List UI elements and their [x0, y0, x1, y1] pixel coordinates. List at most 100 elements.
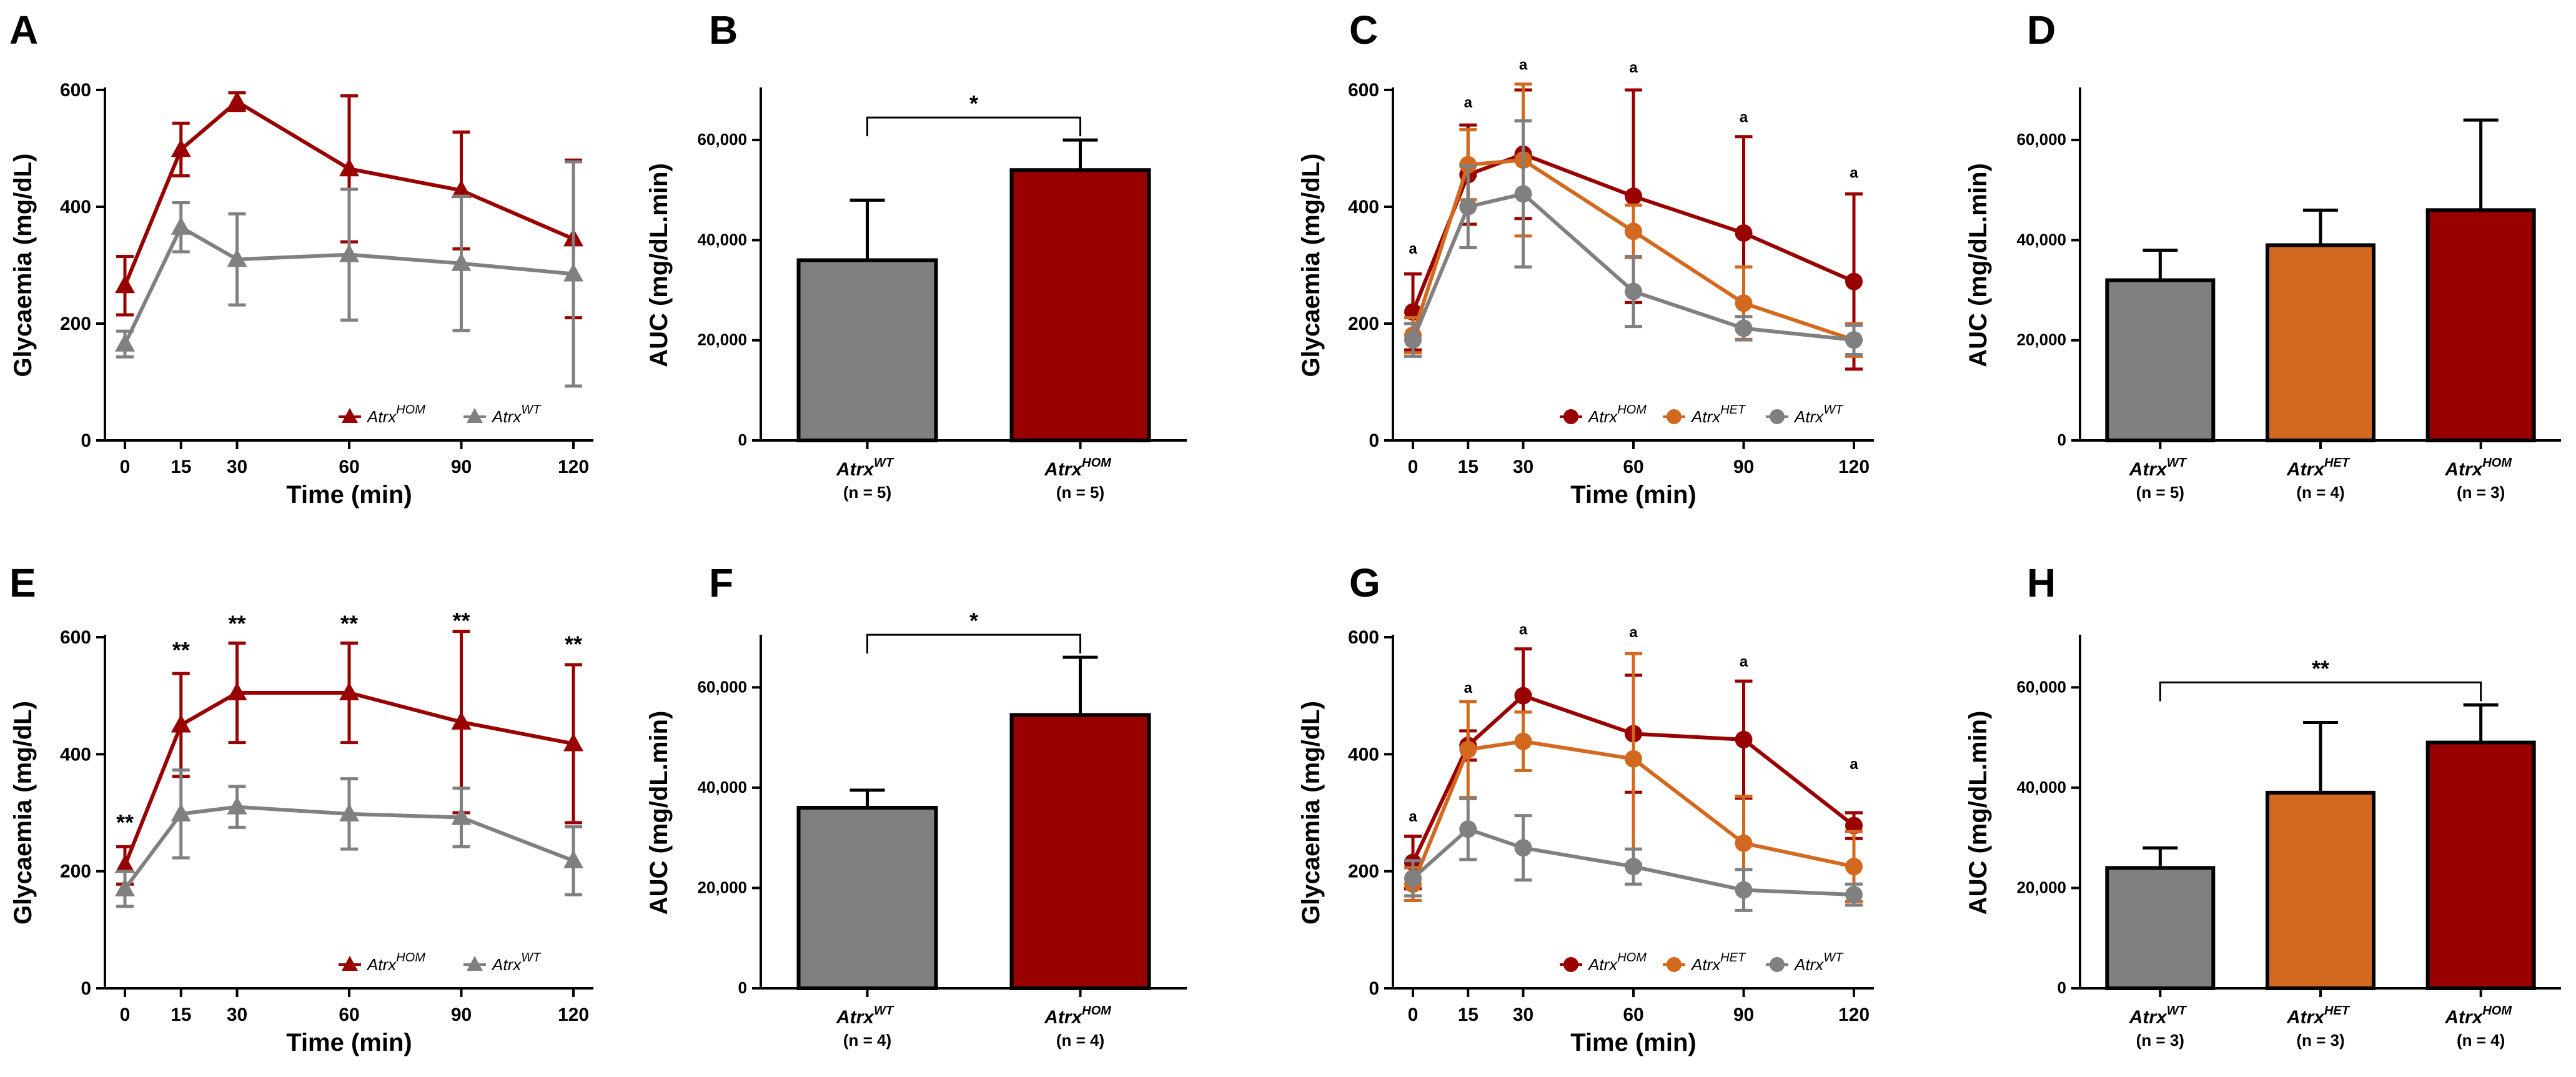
data-point [563, 263, 583, 282]
series-line [123, 805, 575, 890]
series-line [1411, 158, 1855, 342]
significance-label: a [1850, 164, 1858, 181]
x-tick-label: 120 [1838, 457, 1870, 477]
category-label-sup: WT [2167, 1004, 2187, 1018]
data-point [563, 733, 583, 752]
y-axis-label: Glycaemia (mg/dL) [1297, 701, 1325, 925]
category-label: AtrxWT [836, 456, 894, 480]
y-tick-label: 40,000 [2016, 778, 2066, 797]
series-wt [115, 160, 583, 388]
category-n: (n = 5) [843, 483, 891, 502]
category-label-base: Atrx [2286, 1007, 2325, 1028]
significance-label: a [1519, 56, 1528, 73]
category-n: (n = 4) [843, 1031, 891, 1050]
x-tick-label: 15 [1458, 457, 1479, 477]
category-label-sup: WT [874, 1004, 894, 1018]
x-tick-label: 15 [171, 457, 191, 477]
data-point [451, 711, 472, 730]
data-point [1625, 187, 1642, 206]
data-point [115, 855, 135, 873]
legend-label: AtrxHOM [366, 951, 425, 974]
x-tick-label: 0 [1408, 1005, 1419, 1025]
y-tick-label: 60,000 [2016, 130, 2066, 149]
category-n: (n = 3) [2296, 1031, 2344, 1050]
category-label: AtrxHET [2286, 456, 2351, 480]
legend-label-sup: WT [1823, 951, 1844, 965]
legend-marker [1667, 957, 1682, 972]
x-tick-label: 90 [1733, 457, 1754, 477]
legend-label-sup: HOM [396, 403, 425, 417]
data-point [1735, 881, 1753, 899]
y-tick-label: 0 [2058, 430, 2066, 449]
significance-label: a [1409, 241, 1417, 257]
category-n: (n = 5) [2136, 483, 2184, 502]
data-point [1514, 185, 1532, 203]
significance-label: a [1850, 756, 1858, 773]
x-tick-label: 90 [451, 457, 472, 477]
data-point [1459, 820, 1477, 838]
category-label-base: Atrx [2129, 459, 2167, 480]
panel-g: G 0 200 400 600 0 15 30 60 90 120 Time (min) Glycaem… [1297, 560, 1874, 1056]
bar-wt [796, 258, 938, 442]
data-point [171, 139, 191, 157]
category-label: AtrxHOM [1044, 1004, 1112, 1028]
data-point [1845, 886, 1863, 904]
x-tick-label: 15 [1458, 1005, 1479, 1025]
legend-label: AtrxHOM [366, 403, 425, 426]
data-point [1625, 750, 1642, 768]
panel-letter: E [9, 560, 36, 605]
category-label-sup: HOM [2482, 456, 2512, 470]
y-tick-label: 600 [1348, 80, 1379, 101]
data-point [1625, 858, 1642, 876]
panel-letter: H [2027, 560, 2056, 605]
data-point [1514, 732, 1532, 750]
data-point [451, 807, 472, 825]
series-wt [1404, 797, 1863, 912]
bar-wt [796, 805, 938, 990]
y-tick-label: 60,000 [697, 130, 747, 149]
data-point [171, 803, 191, 821]
data-point [115, 333, 135, 352]
y-tick-label: 0 [81, 430, 91, 451]
significance-label: ** [340, 611, 358, 637]
y-tick-label: 20,000 [2016, 878, 2066, 896]
legend-marker [467, 956, 483, 971]
category-label-sup: HOM [1082, 456, 1112, 470]
legend-marker [1563, 409, 1578, 424]
y-tick-label: 20,000 [2016, 330, 2066, 349]
category-label: AtrxWT [836, 1004, 894, 1028]
y-tick-label: 0 [81, 978, 91, 999]
legend: AtrxHOM AtrxHET AtrxWT [1560, 951, 1844, 974]
category-label-base: Atrx [2444, 459, 2483, 480]
data-point [1845, 331, 1863, 349]
data-point [227, 796, 247, 815]
y-axis-label: Glycaemia (mg/dL) [9, 154, 37, 377]
data-point [1404, 331, 1422, 349]
significance-bracket [2159, 681, 2482, 702]
legend-marker [467, 408, 483, 423]
data-point [563, 850, 583, 868]
y-tick-label: 0 [738, 978, 747, 997]
bar-hom [1009, 713, 1151, 990]
category-label-sup: HOM [2482, 1004, 2512, 1018]
data-point [339, 682, 359, 700]
y-axis-label: AUC (mg/dL.min) [645, 711, 673, 915]
bar-hom [1009, 168, 1151, 442]
y-tick-label: 20,000 [697, 878, 747, 896]
x-tick-label: 120 [558, 1005, 589, 1025]
data-point [1625, 222, 1642, 241]
category-n: (n = 4) [2296, 483, 2344, 502]
legend-marker [1770, 957, 1785, 972]
y-axis-label: AUC (mg/dL.min) [1964, 711, 1992, 915]
legend-label-base: Atrx [491, 407, 522, 426]
legend-label: AtrxWT [491, 951, 542, 974]
category-label-sup: WT [874, 456, 894, 470]
series-line [1411, 739, 1855, 885]
x-tick-label: 120 [558, 457, 589, 477]
x-tick-label: 60 [1623, 457, 1643, 477]
data-point [451, 179, 472, 198]
legend-label-base: Atrx [1587, 407, 1618, 426]
significance-label: ** [565, 631, 582, 657]
legend-label: AtrxHET [1690, 403, 1746, 426]
